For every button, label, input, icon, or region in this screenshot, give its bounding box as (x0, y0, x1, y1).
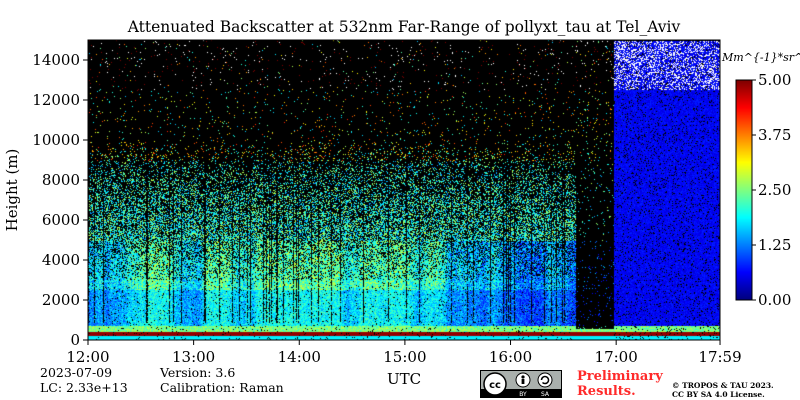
x-axis-label: UTC (387, 370, 421, 388)
badge-sa-text: SA (541, 391, 550, 397)
x-tick-label: 16:00 (489, 348, 532, 366)
x-axis: 12:00 13:00 14:00 15:00 16:00 17:00 17:59 (66, 340, 742, 366)
cc-license-badge: cc BY SA (480, 370, 562, 398)
x-tick-label: 17:59 (698, 348, 741, 366)
x-tick-label: 13:00 (172, 348, 215, 366)
colorbar-tick-label: 0.00 (758, 291, 791, 309)
date-label: 2023-07-09 (40, 365, 113, 380)
svg-text:cc: cc (489, 380, 501, 391)
preliminary-line1: Preliminary (577, 369, 663, 384)
x-tick-label: 12:00 (66, 348, 109, 366)
colorbar-tick-label: 1.25 (758, 236, 791, 254)
version-label: Version: 3.6 (160, 365, 236, 380)
preliminary-notice: Preliminary Results. (577, 369, 687, 399)
colorbar (736, 80, 752, 300)
colorbar-unit: Mm^{-1}*sr^{-1} (721, 51, 800, 64)
y-axis: 0 2000 4000 6000 8000 10000 12000 14000 (32, 51, 88, 349)
x-tick-label: 14:00 (278, 348, 321, 366)
y-axis-label: Height (m) (3, 149, 21, 232)
preliminary-line2: Results. (577, 384, 636, 399)
badge-by-text: BY (519, 391, 527, 397)
colorbar-tick-label: 2.50 (758, 181, 791, 199)
x-tick-label: 17:00 (595, 348, 638, 366)
y-tick-label: 0 (70, 331, 80, 349)
chart-title: Attenuated Backscatter at 532nm Far-Rang… (127, 18, 681, 36)
colorbar-ticks: 0.00 1.25 2.50 3.75 5.00 (752, 71, 791, 309)
y-tick-label: 8000 (42, 171, 80, 189)
y-tick-label: 6000 (42, 211, 80, 229)
backscatter-heatmap (88, 40, 720, 340)
lc-label: LC: 2.33e+13 (40, 380, 128, 395)
plot-frame (87, 39, 721, 341)
colorbar-tick-label: 3.75 (758, 126, 791, 144)
cc-icon: cc BY SA (481, 371, 561, 397)
y-tick-label: 10000 (32, 131, 80, 149)
y-tick-label: 14000 (32, 51, 80, 69)
x-tick-label: 15:00 (383, 348, 426, 366)
copyright-line1: © TROPOS & TAU 2023. (672, 381, 774, 390)
calibration-label: Calibration: Raman (160, 380, 284, 395)
y-tick-label: 4000 (42, 251, 80, 269)
copyright-line2: CC BY SA 4.0 License. (672, 390, 765, 399)
copyright-notice: © TROPOS & TAU 2023. CC BY SA 4.0 Licens… (672, 381, 800, 399)
colorbar-tick-label: 5.00 (758, 71, 791, 89)
y-tick-label: 2000 (42, 291, 80, 309)
y-tick-label: 12000 (32, 91, 80, 109)
